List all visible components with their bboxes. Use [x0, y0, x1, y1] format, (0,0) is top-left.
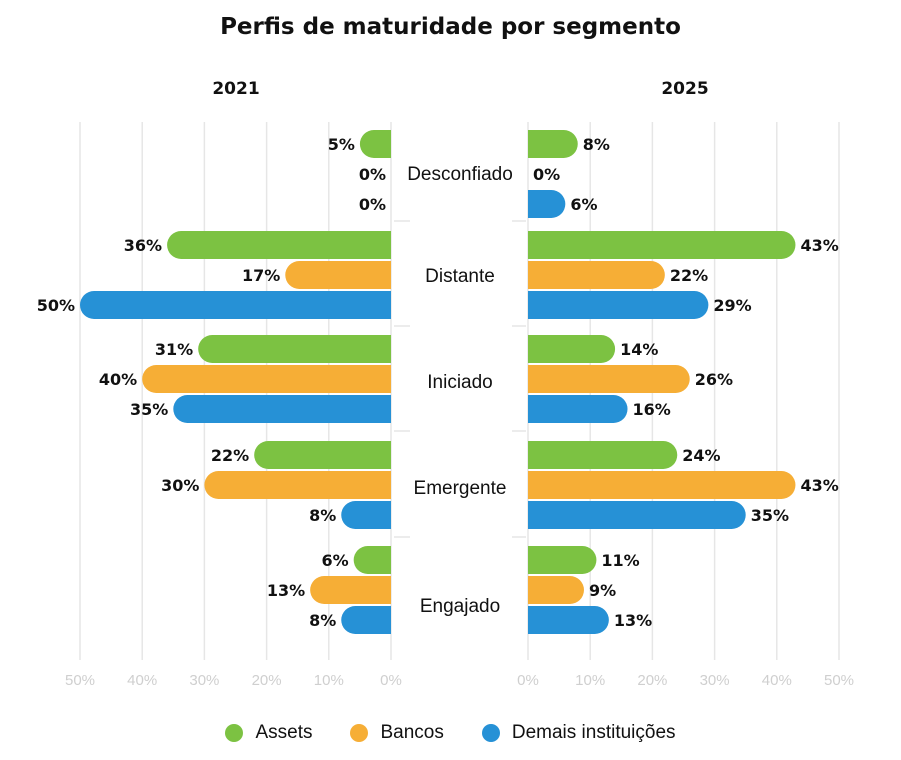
bar-2021-iniciado-bancos	[142, 365, 391, 393]
value-label-2021-emergente-assets: 22%	[211, 446, 249, 465]
bar-2021-emergente-demais-instituicoes	[341, 501, 391, 529]
tick-label-2025-40: 40%	[762, 672, 792, 689]
tick-label-2025-50: 50%	[824, 672, 854, 689]
value-label-2025-distante-demais-instituicoes: 29%	[713, 296, 751, 315]
bar-2021-emergente-bancos	[204, 471, 391, 499]
tick-label-2021-30: 30%	[189, 672, 219, 689]
tick-label-2021-10: 10%	[314, 672, 344, 689]
legend-label-demais-instituicoes: Demais instituições	[511, 722, 676, 743]
bar-2025-desconfiado-assets	[528, 130, 578, 159]
panel-title-2021: 2021	[212, 79, 259, 99]
legend-label-bancos: Bancos	[380, 722, 444, 743]
bar-2021-engajado-demais-instituicoes	[341, 606, 391, 634]
value-label-2021-desconfiado-bancos: 0%	[359, 165, 386, 184]
value-label-2021-iniciado-demais-instituicoes: 35%	[130, 400, 168, 419]
value-label-2025-distante-assets: 43%	[800, 236, 838, 255]
value-label-2021-desconfiado-assets: 5%	[328, 135, 355, 154]
value-label-2025-desconfiado-bancos: 0%	[533, 165, 560, 184]
tick-label-2025-30: 30%	[700, 672, 730, 689]
bar-2025-emergente-assets	[528, 441, 678, 469]
value-label-2025-iniciado-assets: 14%	[620, 340, 658, 359]
bar-2021-emergente-assets	[254, 441, 391, 469]
category-label-desconfiado: Desconfiado	[407, 164, 513, 185]
tick-label-2025-10: 10%	[575, 672, 605, 689]
legend-item-bancos[interactable]: Bancos	[350, 722, 444, 744]
value-label-2025-emergente-bancos: 43%	[800, 476, 838, 495]
tick-label-2025-20: 20%	[637, 672, 667, 689]
legend-swatch-assets	[225, 724, 244, 742]
category-label-iniciado: Iniciado	[427, 372, 493, 393]
bar-2025-engajado-assets	[528, 546, 597, 574]
legend-swatch-demais-instituicoes	[481, 724, 500, 742]
category-gutter	[396, 118, 523, 664]
value-label-2025-desconfiado-assets: 8%	[583, 135, 610, 154]
value-label-2025-desconfiado-demais-instituicoes: 6%	[570, 195, 597, 214]
bar-2025-emergente-demais-instituicoes	[528, 501, 746, 529]
bar-2021-engajado-assets	[353, 546, 391, 574]
value-label-2025-emergente-assets: 24%	[682, 446, 720, 465]
tick-label-2021-0: 0%	[380, 672, 402, 689]
bar-2025-iniciado-demais-instituicoes	[528, 395, 628, 423]
category-label-distante: Distante	[425, 266, 495, 287]
value-label-2021-engajado-assets: 6%	[322, 551, 349, 570]
bar-2025-engajado-bancos	[528, 576, 584, 604]
bar-2025-distante-demais-instituicoes	[528, 291, 709, 319]
value-label-2025-engajado-bancos: 9%	[589, 581, 616, 600]
bar-2021-desconfiado-assets	[359, 130, 391, 159]
bar-2025-emergente-bancos	[528, 471, 796, 499]
butterfly-chart: 2021 2025 0% 10% 20% 30% 40% 50% 0% 10% 20% 30% 40% 5…	[37, 79, 854, 689]
category-label-emergente: Emergente	[414, 478, 507, 499]
value-label-2025-engajado-demais-instituicoes: 13%	[614, 611, 652, 630]
bar-2025-distante-assets	[528, 231, 796, 259]
bar-2021-iniciado-assets	[198, 335, 391, 363]
bar-2021-distante-assets	[167, 231, 391, 259]
value-label-2021-engajado-demais-instituicoes: 8%	[309, 611, 336, 630]
chart-title: Perfis de maturidade por segmento	[220, 14, 681, 40]
bar-2025-iniciado-bancos	[528, 365, 690, 393]
bar-2025-desconfiado-demais-instituicoes	[528, 190, 566, 219]
value-label-2025-iniciado-bancos: 26%	[695, 370, 733, 389]
value-label-2021-desconfiado-demais-instituicoes: 0%	[359, 195, 386, 214]
value-label-2021-distante-assets: 36%	[124, 236, 162, 255]
value-label-2021-iniciado-assets: 31%	[155, 340, 193, 359]
bar-2021-distante-demais-instituicoes	[80, 291, 391, 319]
bar-2025-distante-bancos	[528, 261, 665, 289]
value-label-2021-distante-demais-instituicoes: 50%	[37, 296, 75, 315]
bar-2021-distante-bancos	[285, 261, 391, 289]
bar-2021-engajado-bancos	[310, 576, 391, 604]
tick-label-2021-40: 40%	[127, 672, 157, 689]
tick-label-2025-0: 0%	[517, 672, 539, 689]
value-label-2025-engajado-assets: 11%	[601, 551, 639, 570]
value-label-2021-engajado-bancos: 13%	[267, 581, 305, 600]
value-label-2021-emergente-bancos: 30%	[161, 476, 199, 495]
bar-2021-iniciado-demais-instituicoes	[173, 395, 391, 423]
value-label-2021-distante-bancos: 17%	[242, 266, 280, 285]
tick-label-2021-50: 50%	[65, 672, 95, 689]
value-label-2021-iniciado-bancos: 40%	[99, 370, 137, 389]
value-label-2025-emergente-demais-instituicoes: 35%	[751, 506, 789, 525]
legend-item-assets[interactable]: Assets	[225, 722, 312, 744]
tick-label-2021-20: 20%	[252, 672, 282, 689]
category-label-engajado: Engajado	[420, 596, 500, 617]
panel-title-2025: 2025	[661, 79, 708, 99]
bar-2025-iniciado-assets	[528, 335, 616, 363]
bar-2025-engajado-demais-instituicoes	[528, 606, 609, 634]
value-label-2025-distante-bancos: 22%	[670, 266, 708, 285]
legend-label-assets: Assets	[255, 722, 313, 743]
value-label-2021-emergente-demais-instituicoes: 8%	[309, 506, 336, 525]
legend-swatch-bancos	[350, 724, 369, 742]
legend: Assets Bancos Demais instituições	[0, 722, 901, 744]
value-label-2025-iniciado-demais-instituicoes: 16%	[633, 400, 671, 419]
legend-item-demais-instituicoes[interactable]: Demais instituições	[481, 722, 676, 744]
